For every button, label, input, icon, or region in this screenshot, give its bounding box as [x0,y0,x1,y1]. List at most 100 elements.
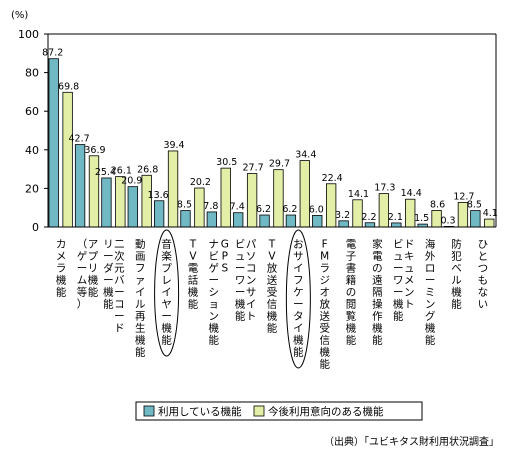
y-tick-label: 60 [25,105,39,118]
data-label: 2.2 [361,212,376,223]
category-label-line: 音楽プレイヤー機能 [161,238,172,347]
bar-series1 [206,211,217,228]
legend-box [135,401,423,421]
data-label: 6.2 [256,204,271,215]
legend-swatch [143,405,155,417]
source-note: （出典）「ユビキタス財利用状況調査」 [324,437,499,448]
category-label-line: カメラ機能 [56,239,67,299]
y-tick-label: 80 [25,67,39,80]
data-label: 12.7 [453,191,474,202]
data-label: 8.6 [430,199,445,210]
data-label: 8.5 [177,200,192,211]
bar-series2 [299,160,310,228]
data-label: 17.3 [374,183,395,194]
category-label: おサイフケータイ機能 [293,239,304,359]
bar-series2 [484,218,495,228]
y-unit-label: (%) [11,10,28,21]
legend: 利用している機能 今後利用意向のある機能 [135,401,423,421]
y-tick-label: 20 [25,182,39,195]
data-label: 69.8 [58,81,79,92]
bar-series1 [233,212,244,228]
y-tick-label: 100 [18,28,39,41]
legend-label: 今後利用意向のある機能 [268,405,384,418]
bar-series1 [285,214,297,228]
category-label-line: 家電の遠隔操作機能 [372,238,383,347]
bar-series2 [141,174,152,228]
category-label: T V 電話機能 [188,239,199,311]
category-label-line: おサイフケータイ機能 [293,239,304,359]
data-label: 26.8 [137,164,158,175]
data-label: 42.7 [69,134,90,145]
bar-series1 [338,220,349,228]
category-label-line: ひとつもない [478,239,489,311]
category-label-line: 動画ファイル再生機能 [135,238,146,359]
bar-series2 [62,91,73,228]
legend-label: 利用している機能 [158,405,242,418]
legend-swatch [253,405,265,417]
bar-series1 [391,222,402,228]
bar-series1 [153,200,165,228]
data-label: 36.9 [84,145,105,156]
bar-series2 [167,150,179,228]
category-label: 音楽プレイヤー機能 [161,238,172,347]
category-label-line: F M ラジオ放送受信機能 [319,239,330,371]
highlight-ellipse [285,229,311,369]
data-label: 20.9 [121,176,142,187]
category-label-line: アプリ機能 [88,239,99,299]
data-label: 3.2 [335,210,350,221]
data-labels: 87.2 42.7 25.4 20.9 13.6 8.5 7.8 7.4 6.2 6.2 6.0 3.… [42,48,498,227]
category-label-line: 電子書籍の閲覧機能 [346,239,357,347]
bar-series1 [101,177,112,228]
data-label: 14.1 [348,189,369,200]
bar-series1 [74,144,86,228]
data-label: 29.7 [269,159,290,170]
category-label-line: T V 放送受信機能 [267,239,278,335]
bar-series1 [364,222,376,228]
y-tick-label: 40 [25,144,39,157]
bar-series1 [312,215,323,228]
highlight-ellipse [154,229,180,357]
data-label: 14.4 [401,188,422,199]
category-label-line: ドキュメント [404,239,415,311]
category-label: T V 放送受信機能 [267,239,278,335]
bar-series1 [259,214,270,228]
y-tick-label: 0 [32,221,39,234]
category-label: アプリ機能（ゲーム等） [77,239,99,311]
category-label-line: パソコンサイト [246,239,257,323]
category-label-line: 防犯ベル機能 [451,238,462,311]
category-label: F M ラジオ放送受信機能 [319,239,330,371]
category-label: ひとつもない [478,239,489,311]
bar-series1 [127,186,138,228]
data-label: 26.1 [111,166,132,177]
data-label: 22.4 [322,173,343,184]
data-label: 6.2 [282,204,297,215]
bar-series1 [48,58,59,228]
category-label-line: T V 電話機能 [188,239,199,311]
category-label-line: ビューワー機能 [393,239,404,323]
category-label: 電子書籍の閲覧機能 [346,239,357,347]
category-label: 防犯ベル機能 [451,238,462,311]
data-label: 4.1 [483,208,498,219]
category-label-line: 海外ローミング機能 [425,238,436,347]
bars [48,58,495,228]
data-label: 2.1 [388,212,403,223]
category-label-line: リーダー機能 [103,239,114,311]
data-label: 25.4 [95,167,116,178]
category-label-line: 二次元バーコード [114,239,125,335]
data-label: 39.4 [163,140,184,151]
data-label: 7.4 [230,202,245,213]
category-label-line: ビューワー機能 [235,239,246,323]
axes [47,33,497,228]
data-label: 13.6 [148,190,169,201]
data-label: 27.7 [243,163,264,174]
category-label: カメラ機能 [56,239,67,299]
highlight-ellipses [154,229,311,369]
data-label: 0.3 [440,215,455,226]
bar-series2 [220,167,231,228]
